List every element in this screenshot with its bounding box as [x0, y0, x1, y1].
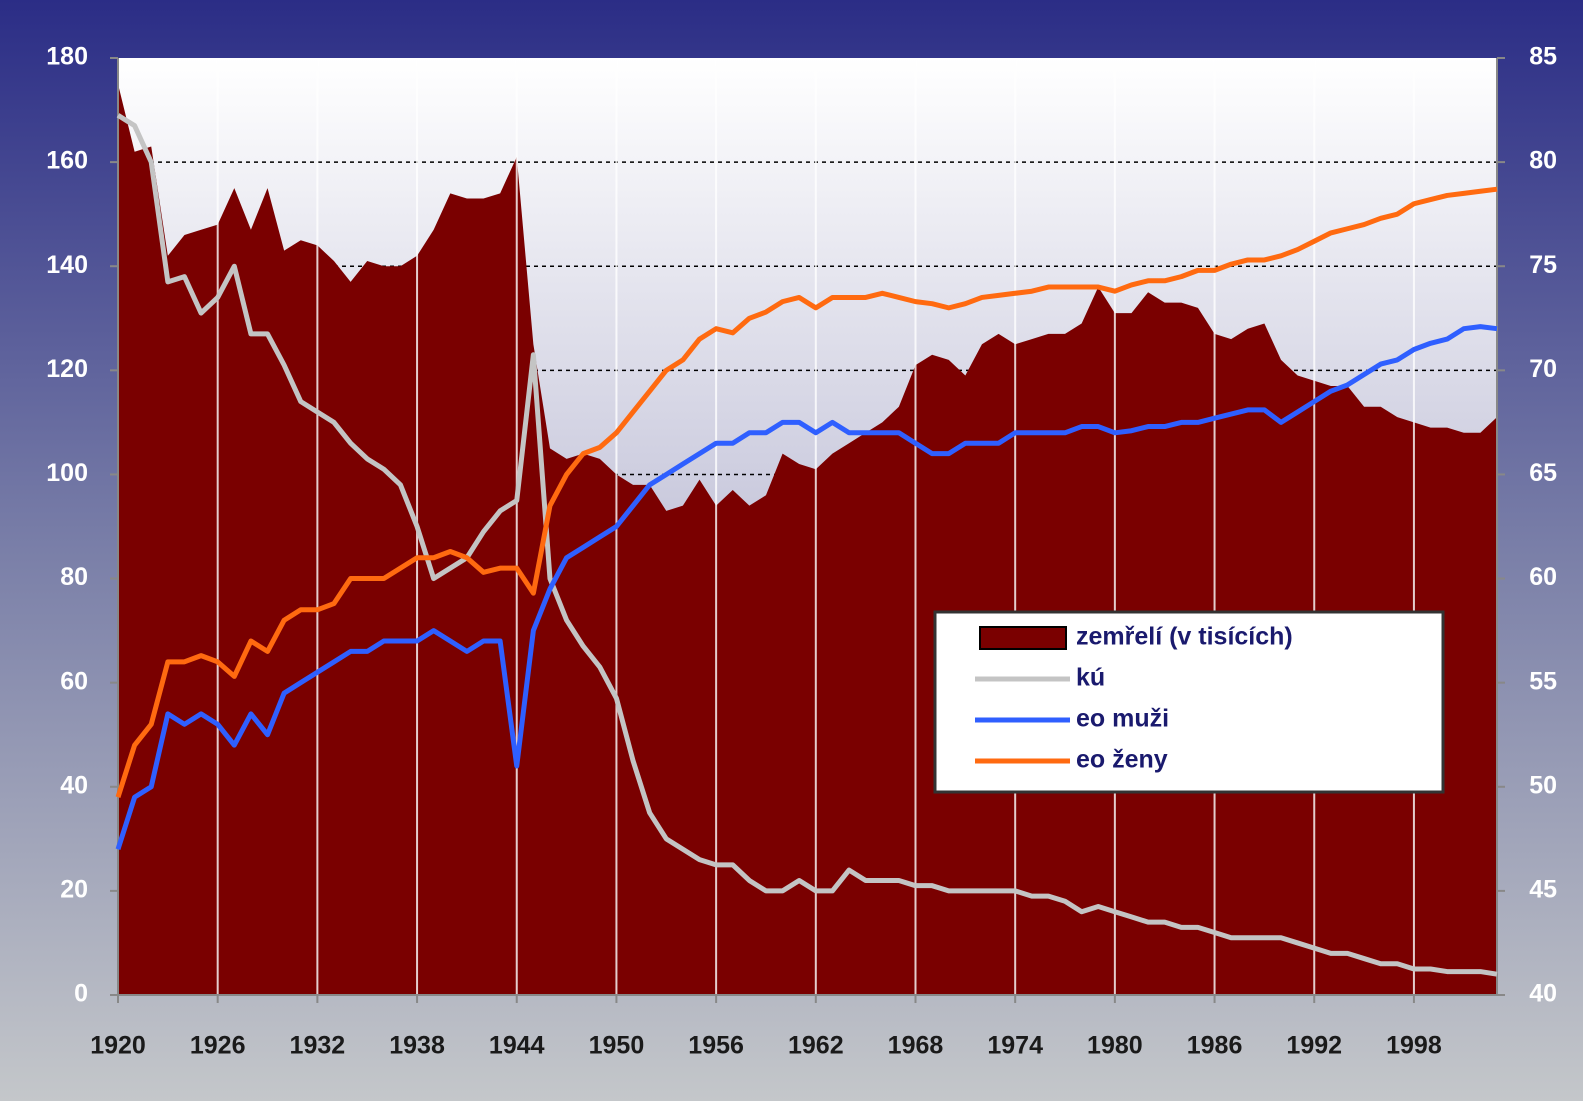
legend-label: eo muži	[1076, 705, 1169, 733]
legend-label: eo ženy	[1076, 746, 1168, 774]
x-tick-label: 1974	[987, 1032, 1043, 1060]
y2-tick-label: 55	[1529, 667, 1557, 695]
y2-tick-label: 75	[1529, 251, 1557, 279]
x-tick-label: 1932	[290, 1032, 346, 1060]
line	[115, 186, 1498, 798]
line	[116, 113, 1498, 977]
x-tick-label: 1986	[1187, 1032, 1243, 1060]
x-tick-label: 1920	[90, 1032, 146, 1060]
y-tick-label: 40	[60, 771, 88, 799]
x-tick-label: 1938	[389, 1032, 445, 1060]
y2-tick-label: 50	[1529, 771, 1557, 799]
y2-tick-label: 80	[1529, 147, 1557, 175]
y-tick-label: 0	[74, 980, 88, 1008]
y2-tick-label: 65	[1529, 459, 1557, 487]
legend-label: kú	[1076, 664, 1105, 692]
legend-swatch	[979, 626, 1067, 650]
y-tick-label: 140	[46, 251, 88, 279]
x-tick-label: 1998	[1386, 1032, 1442, 1060]
x-tick-label: 1962	[788, 1032, 844, 1060]
line	[115, 324, 1498, 851]
y-tick-label: 100	[46, 459, 88, 487]
x-tick-label: 1944	[489, 1032, 545, 1060]
y-tick-label: 180	[46, 43, 88, 71]
x-tick-label: 1926	[190, 1032, 246, 1060]
x-tick-label: 1992	[1286, 1032, 1342, 1060]
y-tick-label: 120	[46, 355, 88, 383]
y2-tick-label: 45	[1529, 875, 1557, 903]
y-tick-label: 80	[60, 563, 88, 591]
x-tick-label: 1968	[888, 1032, 944, 1060]
x-tick-label: 1980	[1087, 1032, 1143, 1060]
y2-tick-label: 40	[1529, 980, 1557, 1008]
y2-tick-label: 85	[1529, 43, 1557, 71]
y2-tick-label: 70	[1529, 355, 1557, 383]
y2-tick-label: 60	[1529, 563, 1557, 591]
y-tick-label: 60	[60, 667, 88, 695]
legend-label: zemřelí (v tisících)	[1076, 623, 1293, 651]
x-tick-label: 1950	[589, 1032, 645, 1060]
y-tick-label: 20	[60, 875, 88, 903]
x-tick-label: 1956	[688, 1032, 744, 1060]
y-tick-label: 160	[46, 147, 88, 175]
